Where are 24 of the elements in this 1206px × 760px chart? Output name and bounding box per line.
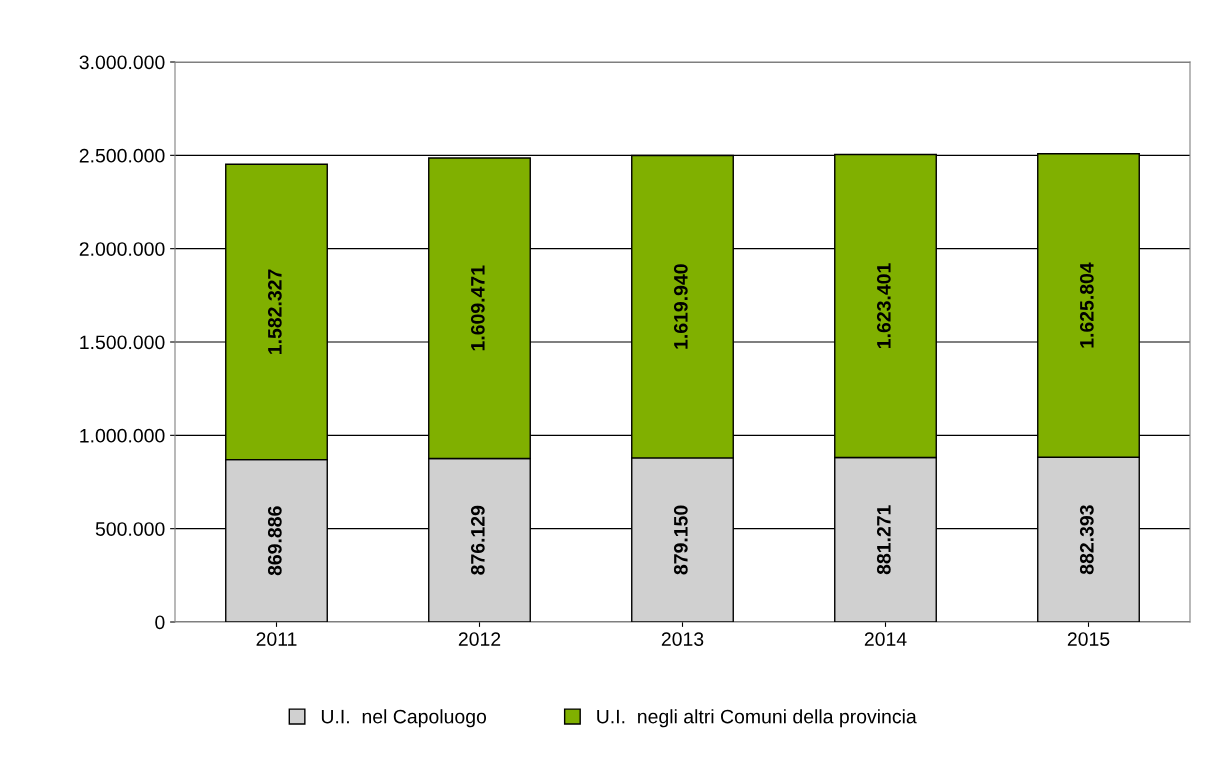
data-label: 881.271: [876, 505, 891, 575]
x-tick-label: 2011: [256, 632, 297, 646]
x-tick-label: 2013: [661, 632, 704, 646]
x-tick-label: 2015: [1067, 632, 1110, 646]
y-tick-label: 2.500.000: [79, 148, 165, 163]
x-tick-label: 2014: [864, 632, 907, 646]
y-tick-label: 500.000: [95, 522, 165, 536]
y-tick-label: 3.000.000: [79, 55, 165, 70]
data-label: 882.393: [1079, 505, 1094, 575]
x-tick-label: 2012: [458, 632, 501, 646]
y-tick-label: 0: [155, 615, 165, 630]
data-label: 1.582.327: [267, 269, 282, 354]
y-tick-label: 1.000.000: [80, 428, 165, 443]
y-tick-label: 2.000.000: [79, 242, 165, 256]
data-label: 869.886: [267, 506, 282, 576]
y-tick-label: 1.500.000: [80, 335, 165, 350]
data-label: 876.129: [470, 505, 485, 575]
data-label: 1.625.804: [1079, 262, 1094, 348]
legend-label: U.I. nel Capoluogo: [321, 709, 487, 728]
data-label: 1.623.401: [876, 263, 891, 348]
data-label: 1.609.471: [470, 265, 485, 351]
data-label: 879.150: [673, 505, 688, 575]
legend-label: U.I. negli altri Comuni della provincia: [597, 709, 917, 728]
data-label: 1.619.940: [673, 264, 688, 349]
